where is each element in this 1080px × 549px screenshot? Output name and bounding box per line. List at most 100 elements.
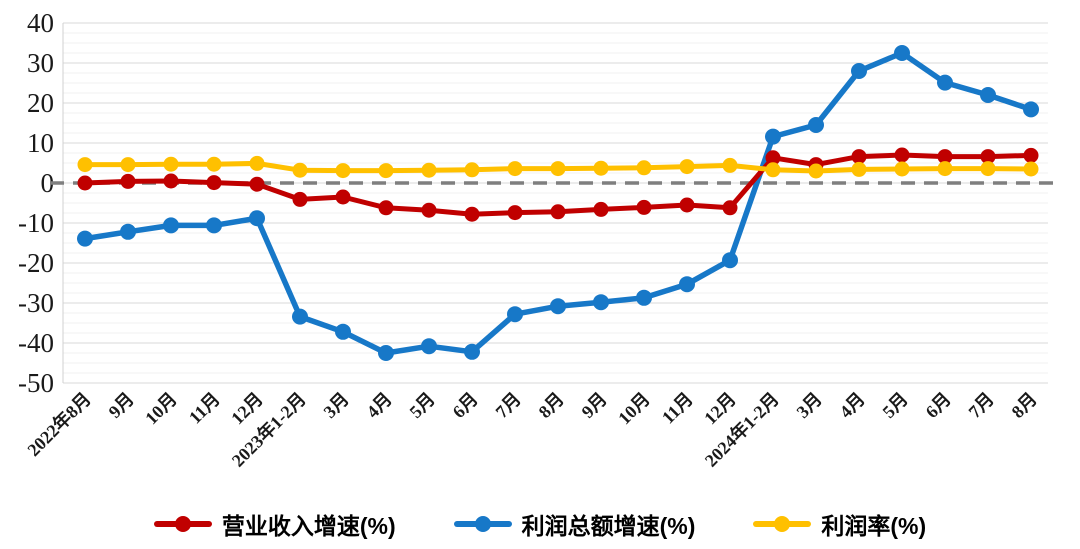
data-point: [421, 202, 437, 218]
data-point: [679, 276, 695, 293]
data-point: [292, 162, 308, 178]
data-point: [980, 161, 996, 177]
x-axis-tick-label: 8月: [1008, 389, 1041, 422]
data-point: [636, 199, 652, 215]
y-axis-tick-label: 0: [41, 168, 55, 198]
data-point: [765, 128, 781, 145]
x-axis-tick-label: 2023年1-2月: [227, 388, 310, 471]
data-point: [120, 223, 136, 240]
x-axis-tick-label: 3月: [793, 389, 826, 422]
y-axis-tick-label: 20: [27, 88, 54, 118]
y-axis-tick-label: 30: [27, 48, 54, 78]
legend-item-profit-margin: 利润率(%): [753, 507, 926, 541]
x-axis-tick-label: 10月: [141, 389, 181, 429]
data-point: [851, 63, 867, 79]
data-point: [206, 175, 222, 191]
data-point: [120, 173, 136, 189]
data-point: [507, 161, 523, 177]
x-axis-tick-label: 2024年1-2月: [700, 388, 783, 471]
data-point: [421, 162, 437, 178]
data-point: [808, 117, 824, 133]
data-point: [894, 147, 910, 163]
data-point: [593, 201, 609, 217]
data-point: [894, 161, 910, 177]
data-point: [464, 162, 480, 178]
x-axis-tick-label: 2022年8月: [23, 388, 95, 460]
y-axis-tick-label: -30: [18, 288, 54, 318]
data-point: [937, 161, 953, 177]
x-axis-tick-label: 9月: [105, 389, 138, 422]
data-point: [722, 157, 738, 173]
data-point: [722, 200, 738, 216]
data-point: [679, 159, 695, 175]
y-axis-tick-label: -20: [18, 248, 54, 278]
data-point: [77, 175, 93, 191]
x-axis-tick-label: 9月: [578, 389, 611, 422]
y-axis-tick-label: -10: [18, 208, 54, 238]
x-axis-tick-label: 5月: [879, 389, 912, 422]
y-axis-tick-label: -50: [18, 368, 54, 398]
data-point: [550, 204, 566, 220]
chart-legend: 营业收入增速(%) 利润总额增速(%) 利润率(%): [0, 507, 1080, 541]
margin-series-marker-icon: [753, 516, 812, 532]
x-axis-tick-label: 6月: [922, 389, 955, 422]
data-point: [77, 157, 93, 173]
x-axis-tick-label: 7月: [492, 389, 525, 422]
data-point: [765, 162, 781, 178]
data-point: [1023, 101, 1039, 118]
data-point: [163, 173, 179, 189]
x-axis-tick-label: 10月: [614, 389, 654, 429]
data-point: [1023, 161, 1039, 177]
data-point: [206, 217, 222, 234]
data-point: [335, 189, 351, 205]
data-point: [378, 345, 394, 361]
data-point: [894, 45, 910, 61]
profit-series-marker-icon: [453, 516, 512, 532]
y-axis-tick-label: 40: [27, 8, 54, 38]
data-point: [937, 74, 953, 91]
data-point: [808, 163, 824, 179]
data-point: [765, 150, 781, 166]
data-point: [507, 306, 523, 323]
data-point: [636, 160, 652, 176]
data-point: [1023, 147, 1039, 163]
data-point: [507, 205, 523, 221]
legend-label-revenue-growth: 营业收入增速(%): [221, 513, 396, 539]
x-axis-tick-label: 8月: [535, 389, 568, 422]
data-point: [593, 294, 609, 311]
data-point: [980, 149, 996, 165]
data-point: [593, 160, 609, 176]
data-point: [421, 338, 437, 355]
data-point: [77, 230, 93, 247]
data-point: [464, 206, 480, 222]
x-axis-tick-label: 7月: [965, 389, 998, 422]
legend-item-revenue-growth: 营业收入增速(%): [153, 507, 396, 541]
data-point: [378, 200, 394, 216]
data-point: [679, 197, 695, 213]
y-axis-tick-label: 10: [27, 128, 54, 158]
data-point: [335, 323, 351, 340]
data-point: [249, 176, 265, 192]
data-point: [292, 191, 308, 207]
x-axis-tick-label: 3月: [320, 389, 353, 422]
data-point: [722, 252, 738, 269]
data-point: [550, 298, 566, 315]
data-point: [120, 157, 136, 173]
data-point: [335, 163, 351, 179]
data-point: [249, 155, 265, 171]
y-axis-tick-label: -40: [18, 328, 54, 358]
data-point: [636, 289, 652, 306]
x-axis-tick-label: 5月: [406, 389, 439, 422]
data-point: [851, 161, 867, 177]
data-point: [249, 210, 265, 227]
data-point: [550, 161, 566, 177]
x-axis-tick-label: 11月: [185, 389, 224, 428]
data-point: [851, 149, 867, 165]
data-point: [464, 343, 480, 360]
legend-item-profit-growth: 利润总额增速(%): [453, 507, 695, 541]
x-axis-tick-label: 4月: [836, 389, 869, 422]
data-point: [206, 156, 222, 172]
data-point: [163, 156, 179, 172]
